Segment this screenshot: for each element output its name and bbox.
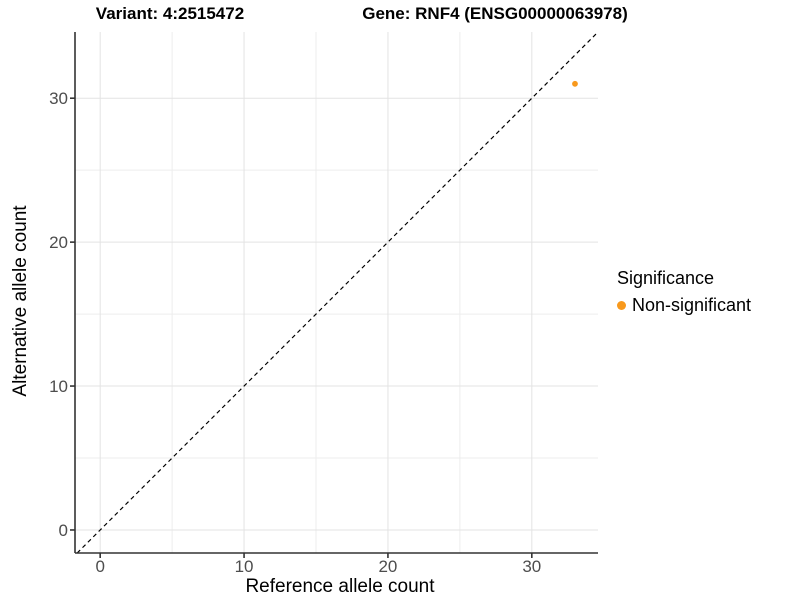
- x-tick-label: 0: [95, 557, 105, 576]
- legend-items: Non-significant: [617, 295, 751, 316]
- data-point: [572, 80, 578, 87]
- y-tick-label: 30: [49, 89, 68, 109]
- gene-title: Gene: RNF4 (ENSG00000063978): [362, 4, 628, 23]
- x-tick-label: 10: [234, 557, 254, 576]
- y-tick-label: 0: [58, 520, 68, 540]
- legend-point-icon: [617, 301, 626, 310]
- variant-title: Variant: 4:2515472: [95, 4, 245, 23]
- legend-label: Non-significant: [632, 295, 752, 315]
- x-tick-label: 30: [522, 557, 542, 576]
- x-tick-label: 20: [378, 557, 398, 576]
- y-tick-label: 20: [49, 233, 68, 253]
- legend: Significance Non-significant: [617, 268, 751, 316]
- legend-item: Non-significant: [617, 295, 751, 316]
- y-tick-label: 10: [49, 377, 68, 397]
- x-axis-title: Reference allele count: [245, 576, 435, 597]
- identity-dashed-line: [76, 31, 599, 554]
- legend-title: Significance: [617, 268, 715, 288]
